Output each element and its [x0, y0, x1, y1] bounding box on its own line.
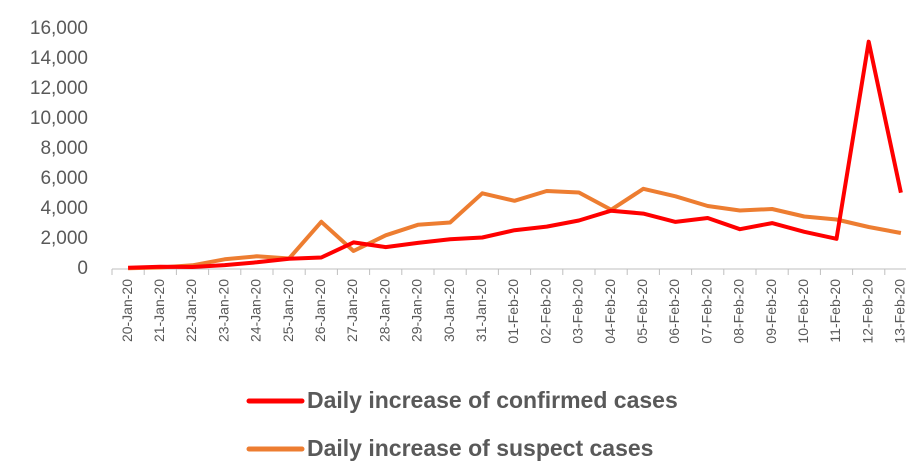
x-tick-label: 05-Feb-20	[634, 279, 650, 344]
x-tick-label: 08-Feb-20	[731, 279, 747, 344]
series-line	[128, 186, 902, 271]
y-tick-label: 4,000	[40, 198, 88, 219]
x-tick-label: 03-Feb-20	[570, 279, 586, 344]
x-tick-label: 22-Jan-20	[183, 279, 199, 342]
x-tick-label: 12-Feb-20	[859, 279, 875, 344]
y-tick-label: 2,000	[40, 228, 88, 249]
x-tick-label: 31-Jan-20	[473, 279, 489, 342]
x-tick-label: 26-Jan-20	[312, 279, 328, 342]
x-tick-label: 09-Feb-20	[763, 279, 779, 344]
x-tick-label: 28-Jan-20	[376, 279, 392, 342]
y-tick-label: 8,000	[40, 138, 88, 159]
x-tick-label: 29-Jan-20	[409, 279, 425, 342]
x-tick-label: 20-Jan-20	[119, 279, 135, 342]
y-tick-label: 16,000	[30, 18, 88, 39]
x-tick-label: 30-Jan-20	[441, 279, 457, 342]
y-tick-label: 14,000	[30, 48, 88, 69]
y-tick-label: 12,000	[30, 78, 88, 99]
x-tick-label: 07-Feb-20	[698, 279, 714, 344]
y-tick-label: 6,000	[40, 168, 88, 189]
legend-label: Daily increase of confirmed cases	[307, 387, 678, 413]
y-tick-label: 10,000	[30, 108, 88, 129]
x-tick-label: 02-Feb-20	[537, 279, 553, 344]
x-tick-label: 04-Feb-20	[602, 279, 618, 344]
x-tick-label: 27-Jan-20	[344, 279, 360, 342]
x-tick-label: 13-Feb-20	[892, 279, 906, 344]
series-line	[128, 39, 903, 270]
x-tick-label: 06-Feb-20	[666, 279, 682, 344]
x-tick-label: 21-Jan-20	[151, 279, 167, 342]
y-tick-label: 0	[77, 258, 88, 279]
x-tick-label: 01-Feb-20	[505, 279, 521, 344]
x-tick-label: 10-Feb-20	[795, 279, 811, 344]
legend-label: Daily increase of suspect cases	[307, 435, 653, 461]
x-tick-label: 25-Jan-20	[280, 279, 296, 342]
x-tick-label: 11-Feb-20	[827, 279, 843, 343]
x-tick-label: 23-Jan-20	[215, 279, 231, 342]
x-tick-label: 24-Jan-20	[248, 279, 264, 342]
